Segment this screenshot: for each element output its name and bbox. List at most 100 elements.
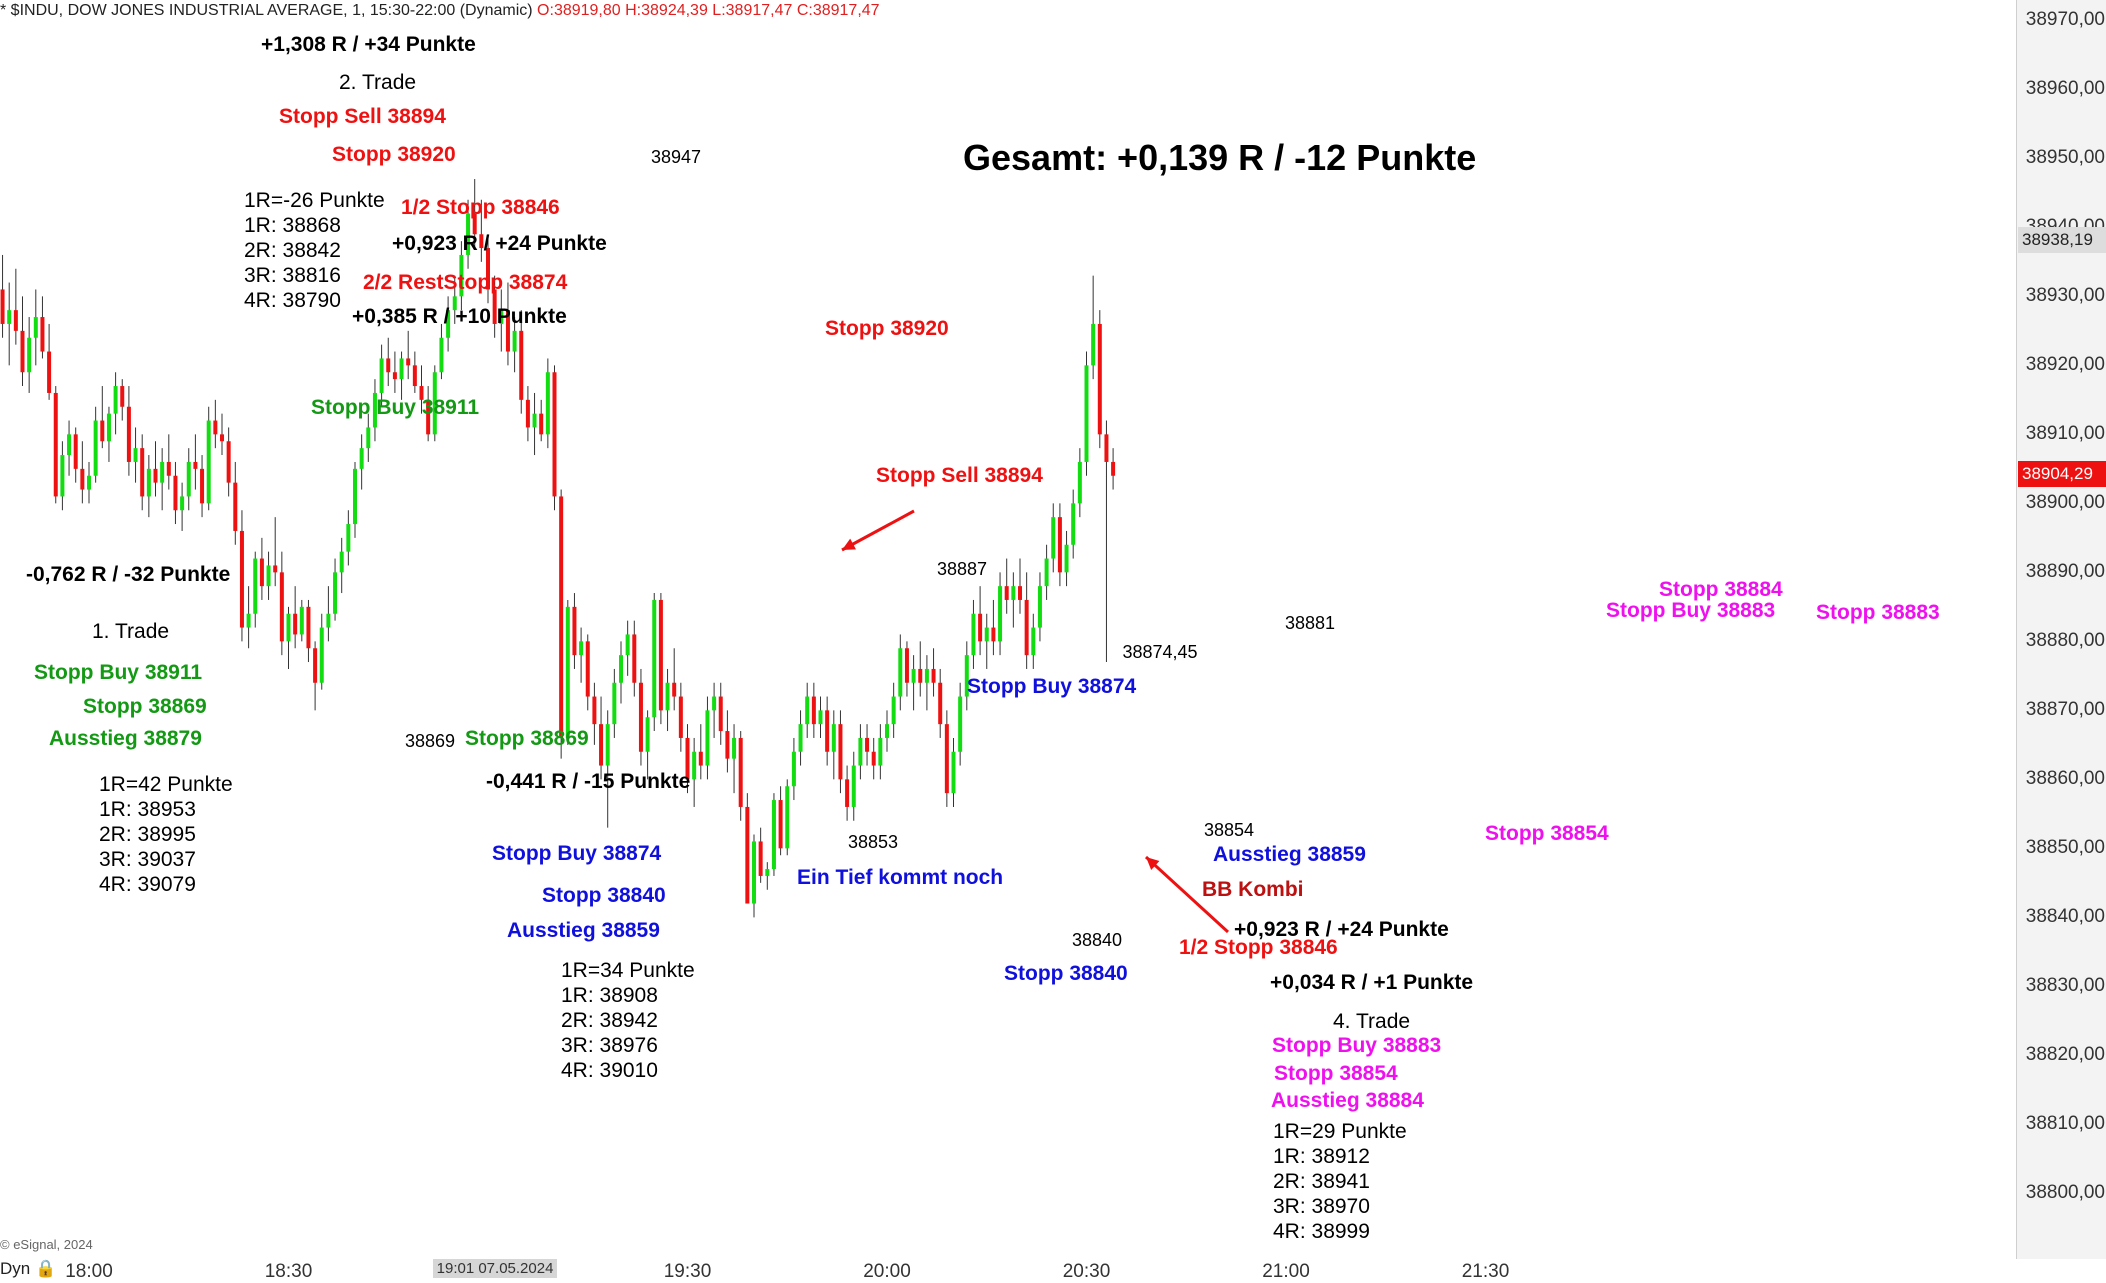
trade1-stopp-buy: Stopp Buy 38911 [34, 661, 203, 684]
candle [47, 323, 52, 400]
candle [1051, 503, 1056, 573]
candle-body-down [313, 648, 318, 683]
candle-body-down [193, 461, 198, 469]
candle [492, 275, 497, 338]
candle-body-down [273, 565, 278, 573]
candle [313, 641, 318, 711]
dyn-lock-toggle[interactable]: Dyn 🔒 [0, 1259, 57, 1278]
candle [885, 710, 889, 752]
candle-body-up [805, 696, 810, 725]
candle [452, 275, 457, 324]
candle-body-up [1077, 461, 1082, 504]
candle [60, 441, 65, 511]
candle [944, 710, 949, 807]
blue-stopp-buy-chart: Stopp Buy 38874 [967, 675, 1137, 698]
candle [924, 655, 929, 711]
trade1-r-line4: 3R: 39037 [99, 848, 196, 871]
candle [871, 737, 876, 780]
candle-body-up [512, 330, 517, 352]
candle-body-up [891, 696, 896, 725]
price-plot[interactable] [0, 0, 2016, 1259]
candle-body-down [845, 779, 850, 807]
candle-body-down [173, 475, 178, 511]
candle [1077, 448, 1082, 518]
candle [891, 682, 896, 738]
candle [738, 731, 743, 821]
candle-body-up [964, 655, 969, 697]
candle-body-up [958, 696, 963, 752]
candle [911, 655, 916, 711]
magenta-stopp-38883: Stopp 38883 [1816, 601, 1940, 624]
candle-body-up [146, 468, 151, 497]
candle-body-down [904, 648, 909, 683]
candle [239, 510, 244, 642]
candle [599, 696, 604, 780]
candle-body-down [426, 399, 431, 435]
candle [206, 406, 211, 511]
candle-body-up [339, 551, 344, 573]
candle-body-up [619, 655, 623, 683]
candle [1024, 572, 1029, 669]
candle [233, 461, 238, 545]
candle [273, 517, 278, 587]
candle [399, 351, 404, 400]
candle-body-up [1064, 544, 1069, 573]
candle [964, 641, 969, 711]
candle-body-down [13, 310, 18, 331]
candle-body-up [206, 420, 211, 504]
copyright-note: © eSignal, 2024 [0, 1237, 93, 1252]
candle [306, 599, 311, 663]
candle [459, 241, 464, 311]
y-tick-label: 38880,00 [2025, 630, 2105, 652]
candle [166, 434, 171, 490]
candle-body-up [186, 461, 191, 497]
candle [386, 337, 391, 387]
candle-body-down [944, 724, 949, 794]
candle [532, 392, 537, 456]
candle-body-up [266, 565, 271, 587]
candle-body-up [1037, 586, 1042, 628]
candle-body-up [785, 786, 790, 849]
candle-body-down [991, 627, 996, 642]
ein-tief-note: Ein Tief kommt noch [797, 866, 1004, 889]
price-label-38874: 38874,45 [1122, 642, 1198, 662]
candle [1011, 572, 1016, 628]
candle-body-down [778, 800, 783, 849]
candle-body-down [226, 441, 231, 483]
candle [805, 682, 810, 738]
candle-body-up [1071, 503, 1076, 545]
price-label-38881: 38881 [1284, 613, 1336, 633]
candle-body-up [645, 717, 650, 752]
last-price-badge: 38904,29 [2018, 460, 2106, 487]
candle-body-down [1024, 599, 1029, 656]
candle [778, 786, 783, 856]
symbol-title: * $INDU, DOW JONES INDUSTRIAL AVERAGE, 1… [0, 2, 533, 19]
candle-body-up [971, 613, 976, 656]
candle [672, 648, 677, 711]
candle-body-up [911, 668, 916, 683]
candle [645, 710, 650, 780]
trade3-r-line2: 1R: 38908 [561, 984, 658, 1007]
chart-header: * $INDU, DOW JONES INDUSTRIAL AVERAGE, 1… [0, 2, 880, 20]
candle [193, 434, 198, 490]
candle-body-up [299, 606, 304, 635]
candle-body-down [419, 386, 424, 400]
candle-body-down [811, 696, 816, 725]
candle-body-down [738, 737, 743, 807]
y-tick-label: 38830,00 [2025, 975, 2105, 997]
y-tick-label: 38960,00 [2025, 78, 2105, 100]
x-tick-label: 18:30 [264, 1261, 313, 1282]
candle [712, 682, 717, 738]
candle-body-down [638, 682, 643, 752]
candle [1111, 448, 1116, 490]
price-axis[interactable]: 38970,0038960,0038950,0038940,0038930,00… [2016, 0, 2106, 1259]
trade3-stopp: Stopp 38840 [542, 884, 666, 907]
candle-body-up [346, 524, 351, 552]
candle-body-up [858, 737, 863, 766]
candle [559, 489, 564, 759]
candle [33, 289, 38, 366]
y-tick-label: 38810,00 [2025, 1113, 2105, 1135]
trade2-r-line5: 4R: 38790 [244, 289, 341, 312]
trade1-stopp: Stopp 38869 [83, 695, 207, 718]
candle [1018, 558, 1022, 614]
